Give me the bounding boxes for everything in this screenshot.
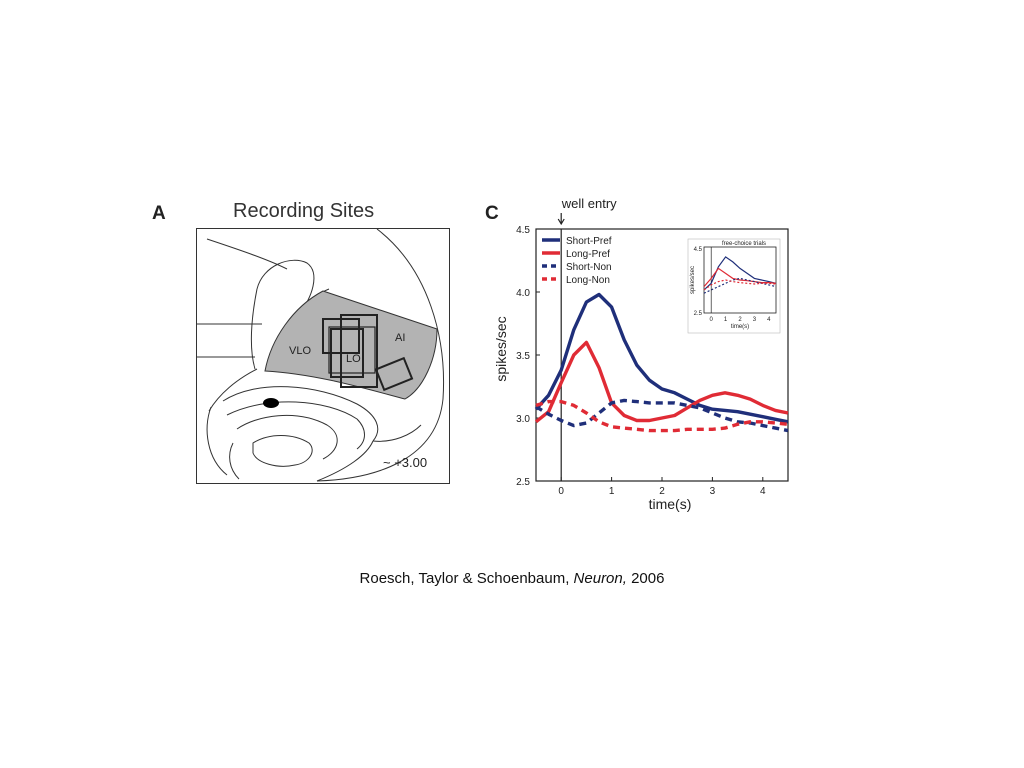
citation-year: 2006: [626, 570, 665, 587]
panel-c-letter: C: [485, 203, 499, 224]
legend-label-short-pref: Short-Pref: [566, 236, 612, 247]
x-tick-label: 0: [558, 486, 564, 497]
region-label-ai: AI: [395, 332, 406, 344]
series-line-long-pref: [534, 340, 789, 424]
x-tick-label: 1: [609, 486, 615, 497]
citation-authors: Roesch, Taylor & Schoenbaum,: [359, 570, 574, 587]
inset-x-tick-label: 4: [767, 317, 771, 323]
inset-series-line-3: [703, 277, 777, 294]
inset-x-axis-label: time(s): [731, 324, 749, 330]
x-tick-label: 3: [710, 486, 716, 497]
inset-x-tick-label: 3: [753, 317, 757, 323]
series-line-short-pref: [534, 292, 789, 424]
inset-y-axis-label: spikes/sec: [690, 266, 696, 294]
legend-label-long-pref: Long-Pref: [566, 249, 610, 260]
panel-a-letter: A: [152, 203, 166, 224]
x-tick-label: 2: [659, 486, 665, 497]
brain-section-drawing: [197, 229, 445, 482]
section-coordinate: ~ +3.00: [383, 455, 428, 470]
citation-journal: Neuron,: [573, 570, 627, 587]
brain-section-figure: VLO LO AI ~ +3.00: [196, 228, 450, 484]
inset-y-tick-label: 4.5: [694, 247, 703, 253]
series-line-short-non: [535, 398, 789, 433]
well-entry-arrow: [557, 213, 565, 226]
citation: Roesch, Taylor & Schoenbaum, Neuron, 200…: [0, 570, 1024, 587]
inset-title: free-choice trials: [722, 241, 766, 247]
series-line-long-non: [535, 399, 789, 433]
inset-x-tick-label: 2: [738, 317, 742, 323]
inset-x-tick-label: 1: [724, 317, 728, 323]
y-tick-label: 3.5: [516, 351, 530, 362]
inset-series-line-2: [703, 267, 777, 287]
y-axis-label: spikes/sec: [493, 316, 509, 381]
inset-y-tick-label: 2.5: [694, 311, 703, 317]
y-tick-label: 4.0: [516, 288, 530, 299]
inset-x-tick-label: 0: [710, 317, 714, 323]
region-label-lo: LO: [346, 353, 361, 365]
x-tick-label: 4: [760, 486, 766, 497]
region-label-vlo: VLO: [289, 345, 312, 357]
x-axis-label: time(s): [649, 496, 692, 512]
y-tick-label: 3.0: [516, 414, 530, 425]
legend-label-long-non: Long-Non: [566, 275, 610, 286]
firing-rate-chart: 2.5 3.0 3.5 4.0 4.5 0 1 2 3 4 time(s) spikes/sec wel…: [493, 196, 789, 512]
y-tick-label: 2.5: [516, 477, 530, 488]
ventricle-dark-spot: [263, 398, 279, 408]
panel-a-title: Recording Sites: [233, 200, 375, 222]
legend-label-short-non: Short-Non: [566, 262, 612, 273]
y-tick-label: 4.5: [516, 225, 530, 236]
well-entry-label: well entry: [561, 196, 617, 211]
